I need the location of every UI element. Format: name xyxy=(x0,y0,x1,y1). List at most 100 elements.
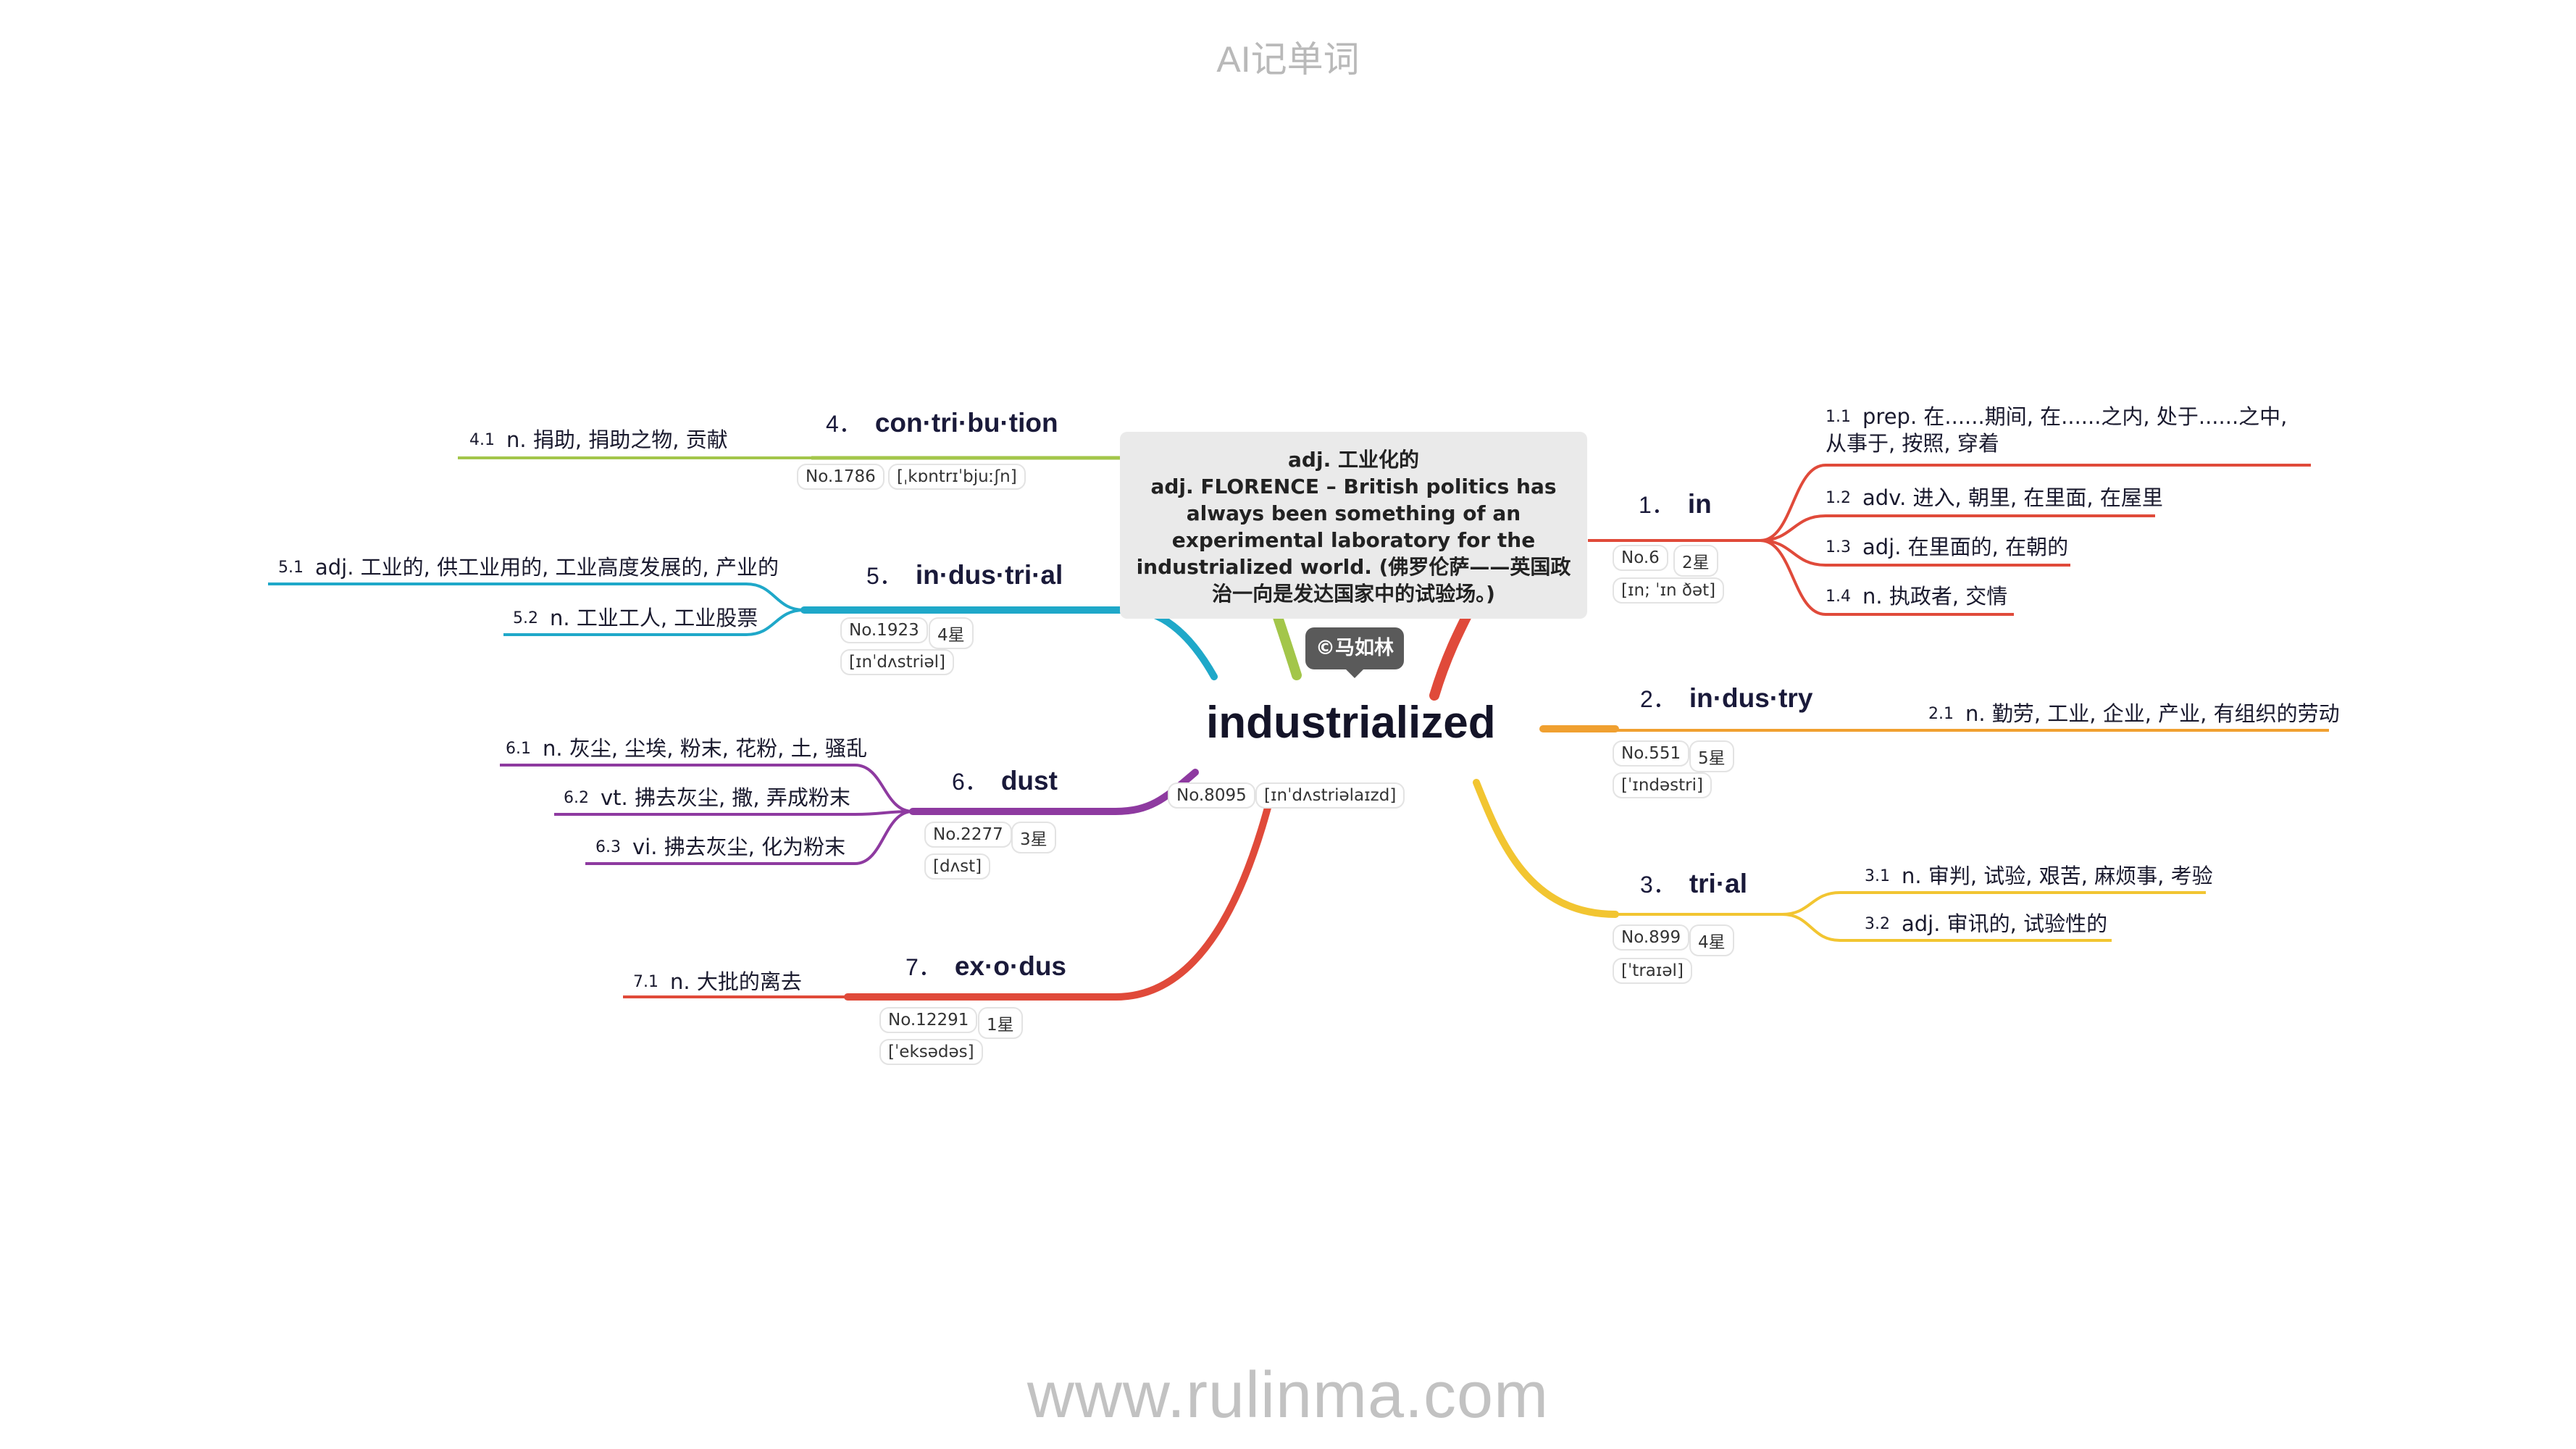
definition-text: vi. 拂去灰尘, 化为粉末 xyxy=(632,835,846,859)
center-topic-word[interactable]: industrialized xyxy=(1206,698,1496,748)
center-phonetic-badge: [ɪnˈdʌstriəlaɪzd] xyxy=(1255,782,1405,809)
branch-word-contribution[interactable]: 4． con·tri·bu·tion xyxy=(826,406,1058,439)
definition-text: n. 大批的离去 xyxy=(670,969,802,994)
word-stars-badge: 4星 xyxy=(929,617,974,649)
branch-word-text: in·dus·tri·al xyxy=(915,560,1063,590)
definition-index: 5.2 xyxy=(513,609,538,627)
definition-item: 6.2 vt. 拂去灰尘, 撒, 弄成粉末 xyxy=(564,781,850,811)
definition-item: 6.1 n. 灰尘, 尘埃, 粉末, 花粉, 土, 骚乱 xyxy=(506,732,867,762)
branch-word-text: dust xyxy=(1000,766,1058,796)
definition-text: n. 勤劳, 工业, 企业, 产业, 有组织的劳动 xyxy=(1965,701,2340,726)
word-phonetic-badge: [ˈɪndəstri] xyxy=(1613,772,1712,798)
footer-url[interactable]: www.rulinma.com xyxy=(1026,1359,1550,1432)
definition-text: n. 灰尘, 尘埃, 粉末, 花粉, 土, 骚乱 xyxy=(543,736,867,761)
definition-item: 6.3 vi. 拂去灰尘, 化为粉末 xyxy=(595,830,845,861)
definition-item: 1.3 adj. 在里面的, 在朝的 xyxy=(1826,530,2068,561)
definition-index: 4.1 xyxy=(469,431,495,449)
definition-index: 6.1 xyxy=(506,740,531,758)
connector-dust-def-3 xyxy=(585,810,913,865)
definition-index: 1.4 xyxy=(1826,588,1851,606)
center-number-badge: No.8095 xyxy=(1168,782,1255,809)
definition-index: 1.1 xyxy=(1826,408,1851,426)
definition-item: 3.2 adj. 审讯的, 试验性的 xyxy=(1865,907,2107,938)
connector-in-def-4 xyxy=(1760,539,2014,616)
word-stars-badge: 1星 xyxy=(978,1007,1023,1039)
definition-index: 7.1 xyxy=(633,973,658,991)
word-rank-badge: No.1786 xyxy=(797,464,885,490)
branch-word-text: ex·o·dus xyxy=(954,951,1066,981)
branch-word-text: tri·al xyxy=(1689,869,1747,898)
word-phonetic-badge: [ɪn; ˈɪn ðət] xyxy=(1613,577,1725,604)
word-stars-badge: 2星 xyxy=(1673,545,1718,577)
branch-number: 7． xyxy=(906,954,942,980)
word-rank-badge: No.1923 xyxy=(840,617,928,643)
connector-in-def-2 xyxy=(1760,514,2155,542)
definition-item: 4.1 n. 捐助, 捐助之物, 贡献 xyxy=(469,423,728,454)
connector-trial xyxy=(1473,779,1619,918)
word-phonetic-badge: [dʌst] xyxy=(924,853,991,880)
definition-text: n. 审判, 试验, 艰苦, 麻烦事, 考验 xyxy=(1902,864,2213,888)
branch-number: 3． xyxy=(1640,872,1676,898)
definition-text: prep. 在......期间, 在......之内, 处于......之中, … xyxy=(1826,404,2288,456)
definition-text: adj. 在里面的, 在朝的 xyxy=(1862,535,2069,559)
branch-word-industry[interactable]: 2． in·dus·try xyxy=(1640,681,1812,714)
definition-item: 3.1 n. 审判, 试验, 艰苦, 麻烦事, 考验 xyxy=(1865,859,2213,890)
word-stars-badge: 5星 xyxy=(1689,740,1734,772)
branch-word-in[interactable]: 1． in xyxy=(1639,487,1712,520)
branch-word-exodus[interactable]: 7． ex·o·dus xyxy=(906,949,1066,982)
definition-text: n. 执政者, 交情 xyxy=(1862,584,2008,609)
connector-trial-def-2 xyxy=(1781,913,2112,942)
definition-text: n. 工业工人, 工业股票 xyxy=(550,606,758,630)
branch-word-text: in xyxy=(1687,489,1712,519)
definition-index: 6.2 xyxy=(564,789,589,807)
definition-item: 2.1 n. 勤劳, 工业, 企业, 产业, 有组织的劳动 xyxy=(1928,697,2340,727)
definition-item: 5.1 adj. 工业的, 供工业用的, 工业高度发展的, 产业的 xyxy=(278,551,779,581)
connector-in-def-1 xyxy=(1760,464,2311,542)
definition-item: 7.1 n. 大批的离去 xyxy=(633,965,802,995)
connector-dust-def-1 xyxy=(500,764,913,813)
connector-in-def-3 xyxy=(1760,539,2070,567)
connector-industrial-def-2 xyxy=(503,609,805,636)
definition-index: 2.1 xyxy=(1928,705,1954,723)
definition-item: 5.2 n. 工业工人, 工业股票 xyxy=(513,601,758,632)
word-rank-badge: No.551 xyxy=(1613,740,1690,767)
word-phonetic-badge: [ˌkɒntrɪˈbjuːʃn] xyxy=(888,464,1026,490)
connector-exodus xyxy=(844,793,1274,1001)
word-rank-badge: No.6 xyxy=(1613,545,1668,571)
branch-word-trial[interactable]: 3． tri·al xyxy=(1640,867,1747,900)
word-phonetic-badge: [ˈeksədəs] xyxy=(879,1039,983,1065)
branch-number: 1． xyxy=(1639,492,1675,518)
definition-text: adj. 工业的, 供工业用的, 工业高度发展的, 产业的 xyxy=(315,555,779,580)
definition-index: 3.1 xyxy=(1865,867,1890,885)
branch-word-dust[interactable]: 6． dust xyxy=(952,764,1058,797)
branch-word-text: in·dus·try xyxy=(1689,683,1813,713)
definition-index: 1.3 xyxy=(1826,538,1851,556)
connector-dust xyxy=(909,769,1199,815)
copyright-text: ©马如林 xyxy=(1316,637,1394,659)
definition-text: vt. 拂去灰尘, 撒, 弄成粉末 xyxy=(601,785,850,810)
example-line-2: adj. FLORENCE – British politics has alw… xyxy=(1136,475,1571,606)
definition-item: 1.1 prep. 在......期间, 在......之内, 处于......之… xyxy=(1826,404,2304,457)
example-line-1: adj. 工业化的 xyxy=(1288,448,1419,472)
word-rank-badge: No.12291 xyxy=(879,1007,978,1033)
word-rank-badge: No.899 xyxy=(1613,924,1690,951)
app-title: AI记单词 xyxy=(1216,39,1360,80)
definition-item: 1.4 n. 执政者, 交情 xyxy=(1826,580,2007,610)
word-stars-badge: 3星 xyxy=(1011,822,1056,853)
definition-item: 1.2 adv. 进入, 朝里, 在里面, 在屋里 xyxy=(1826,481,2163,511)
example-box: adj. 工业化的 adj. FLORENCE – British politi… xyxy=(1120,432,1587,619)
definition-index: 6.3 xyxy=(595,838,621,856)
word-rank-badge: No.2277 xyxy=(924,822,1012,848)
word-phonetic-badge: [ɪnˈdʌstriəl] xyxy=(840,649,954,675)
word-stars-badge: 4星 xyxy=(1689,924,1734,956)
definition-text: n. 捐助, 捐助之物, 贡献 xyxy=(506,427,728,452)
definition-text: adv. 进入, 朝里, 在里面, 在屋里 xyxy=(1862,485,2163,510)
branch-word-industrial[interactable]: 5． in·dus·tri·al xyxy=(866,558,1063,591)
branch-number: 4． xyxy=(826,411,862,437)
definition-index: 5.1 xyxy=(278,559,304,577)
branch-word-text: con·tri·bu·tion xyxy=(874,408,1058,438)
definition-text: adj. 审讯的, 试验性的 xyxy=(1902,911,2108,936)
branch-number: 2． xyxy=(1640,686,1676,712)
connector-industrial-def-1 xyxy=(268,582,805,611)
word-phonetic-badge: [ˈtraɪəl] xyxy=(1613,958,1692,984)
